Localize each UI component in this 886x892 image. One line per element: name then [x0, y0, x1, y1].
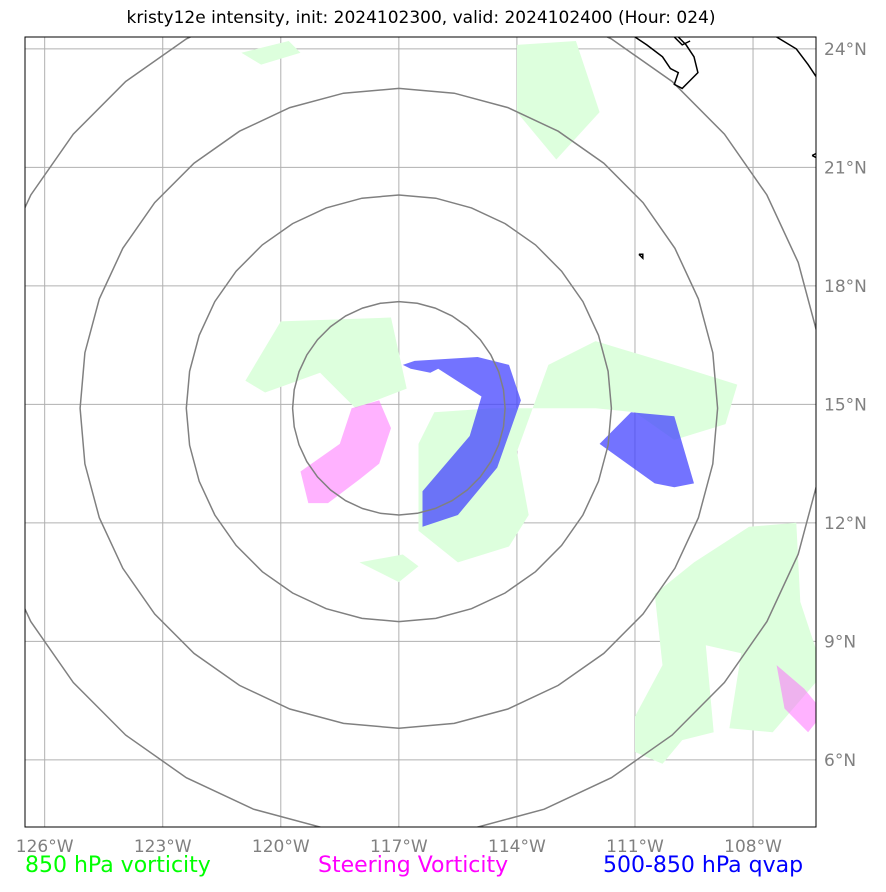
coastline-segment: [673, 37, 691, 46]
plot-title: kristy12e intensity, init: 2024102300, v…: [126, 8, 716, 28]
legend-850-vorticity: 850 hPa vorticity: [25, 853, 211, 878]
lon-tick-label: 111°W: [606, 837, 664, 857]
axis-tick-labels: 126°W 123°W 120°W 117°W 114°W 111°W 108°W 6°N 9°…: [16, 40, 867, 857]
lon-tick-label: 120°W: [252, 837, 310, 857]
coastline-segment: [634, 37, 699, 90]
lon-tick-label: 117°W: [370, 837, 428, 857]
lon-tick-label: 108°W: [724, 837, 782, 857]
vorticity-850-area: [245, 317, 407, 409]
legend-qvap: 500-850 hPa qvap: [603, 853, 804, 878]
lat-tick-label: 18°N: [824, 277, 867, 297]
vorticity-850-area: [418, 341, 738, 563]
vorticity-850-area: [516, 41, 600, 160]
range-rings: [25, 37, 816, 827]
lon-tick-label: 126°W: [16, 837, 74, 857]
steering-vorticity-area: [300, 400, 391, 504]
legend-steering-vorticity: Steering Vorticity: [318, 853, 509, 878]
qvap-area: [402, 357, 521, 527]
range-ring: [25, 37, 816, 827]
lat-tick-label: 15°N: [824, 395, 867, 415]
lat-tick-label: 24°N: [824, 40, 867, 60]
lon-tick-label: 123°W: [134, 837, 192, 857]
lat-tick-label: 21°N: [824, 158, 867, 178]
vorticity-850-area: [241, 41, 301, 65]
qvap-area: [599, 412, 694, 488]
vorticity-850-area: [635, 522, 816, 764]
field-contours: [241, 41, 816, 764]
range-ring: [185, 194, 613, 623]
lat-tick-label: 6°N: [824, 751, 856, 771]
map-frame: [24, 36, 817, 828]
steering-vorticity-area: [776, 665, 816, 733]
coastline-segment: [776, 37, 816, 77]
coastline-segment: [638, 253, 644, 261]
range-ring: [79, 87, 719, 730]
lat-tick-label: 9°N: [824, 632, 856, 652]
vorticity-850-area: [359, 554, 419, 583]
range-ring: [291, 300, 506, 516]
coastline: [634, 37, 816, 261]
lon-tick-label: 114°W: [488, 837, 546, 857]
lat-tick-label: 12°N: [824, 514, 867, 534]
